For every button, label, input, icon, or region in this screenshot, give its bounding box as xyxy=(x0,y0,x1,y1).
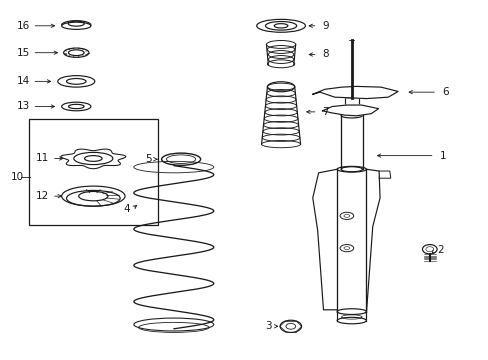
Text: 10: 10 xyxy=(10,172,23,182)
Text: 12: 12 xyxy=(36,191,49,201)
Polygon shape xyxy=(322,105,378,116)
Text: 5: 5 xyxy=(145,154,152,164)
Text: 3: 3 xyxy=(264,321,271,331)
Text: 16: 16 xyxy=(17,21,30,31)
Text: 8: 8 xyxy=(322,49,328,59)
Text: 15: 15 xyxy=(17,48,30,58)
Bar xyxy=(29,119,158,225)
Text: 9: 9 xyxy=(322,21,328,31)
Text: 2: 2 xyxy=(436,245,443,255)
Text: 13: 13 xyxy=(17,102,30,112)
Text: 6: 6 xyxy=(441,87,447,97)
Polygon shape xyxy=(312,86,397,99)
Bar xyxy=(344,97,358,105)
Text: 14: 14 xyxy=(17,76,30,86)
Text: 11: 11 xyxy=(36,153,49,163)
Text: 1: 1 xyxy=(439,150,445,161)
Text: 4: 4 xyxy=(123,204,130,214)
Text: 7: 7 xyxy=(322,107,328,117)
